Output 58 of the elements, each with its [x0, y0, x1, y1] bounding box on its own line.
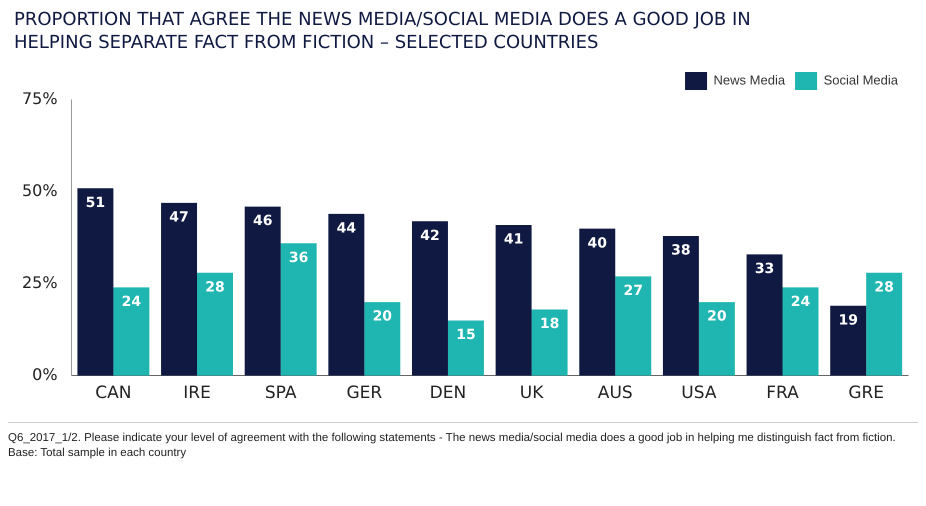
data-label: 40: [588, 235, 608, 252]
x-tick-label: IRE: [183, 383, 211, 404]
bar: [662, 236, 699, 376]
chart-title: PROPORTION THAT AGREE THE NEWS MEDIA/SOCIAL MEDIA DOES A GOOD JOB IN HELPING SEPARATE FACT FROM FICTION – SELECTED COUNTRIES: [14, 8, 752, 54]
data-label: 51: [86, 194, 106, 211]
data-label: 19: [838, 312, 858, 328]
bar: [830, 306, 866, 376]
bar: [782, 287, 818, 376]
bar: [412, 221, 448, 376]
data-label: 24: [122, 294, 142, 310]
data-label: 41: [504, 232, 524, 248]
x-tick-label: DEN: [430, 383, 466, 404]
bar: [280, 243, 317, 376]
bar: [448, 320, 484, 376]
bar: [746, 254, 783, 376]
bar: [496, 224, 532, 376]
data-label: 33: [754, 260, 774, 277]
data-label: 28: [874, 279, 894, 296]
data-label: 20: [372, 308, 392, 325]
data-label: 36: [288, 250, 308, 266]
legend-label: Social Media: [824, 72, 899, 88]
y-tick-label: 75%: [22, 89, 58, 108]
data-label: 42: [420, 228, 440, 244]
data-label: 44: [336, 220, 356, 237]
bar: [866, 272, 902, 376]
text: Q6_2017_1/2. Please indicate your level of agreement with the following statements - The news media/social media does a good job in helping me distinguish fact from fiction. Base: Total sample in each country: [8, 431, 897, 461]
legend-label: News Media: [714, 72, 786, 88]
bar: [197, 272, 233, 376]
data-label: 24: [790, 294, 811, 310]
x-tick-label: AUS: [598, 383, 633, 404]
bar: [161, 202, 198, 376]
x-tick-label: CAN: [95, 383, 132, 404]
data-label: 38: [671, 242, 691, 259]
x-tick-label: FRA: [766, 383, 800, 404]
bar: [364, 302, 400, 376]
y-tick-label: 50%: [22, 181, 58, 200]
bar: [579, 228, 616, 376]
data-label: 47: [169, 210, 189, 226]
x-tick-label: USA: [681, 383, 717, 404]
y-tick-label: 0%: [32, 364, 58, 384]
bar: [113, 287, 150, 376]
data-label: 27: [623, 283, 643, 300]
bar: [532, 309, 568, 376]
data-label: 18: [540, 316, 560, 332]
x-tick-label: GRE: [848, 383, 884, 404]
data-label: 46: [252, 213, 272, 230]
y-tick-label: 25%: [22, 272, 58, 292]
data-label: 20: [707, 308, 727, 325]
bar: [615, 276, 652, 376]
bar: [244, 206, 281, 376]
data-label: 15: [456, 327, 476, 344]
x-tick-label: UK: [520, 383, 544, 404]
bar: [77, 188, 114, 376]
x-tick-label: GER: [346, 383, 382, 404]
bar: [328, 214, 364, 376]
data-label: 28: [205, 279, 225, 296]
bar: [698, 302, 735, 376]
x-tick-label: SPA: [264, 383, 297, 404]
